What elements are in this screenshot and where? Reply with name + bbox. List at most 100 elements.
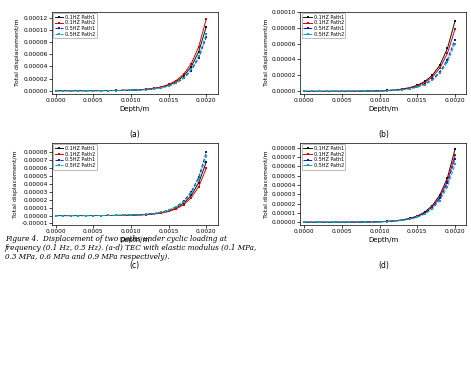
0.1HZ Path2 bbox=[151, 86, 156, 91]
0.5HZ Path1 bbox=[143, 212, 149, 217]
0.1HZ Path1 bbox=[196, 180, 202, 185]
0.5HZ Path2 bbox=[430, 207, 435, 211]
0.1HZ Path2 bbox=[407, 217, 413, 221]
0.1HZ Path1 bbox=[339, 220, 345, 225]
0.5HZ Path1 bbox=[354, 89, 360, 94]
0.1HZ Path1 bbox=[392, 88, 398, 92]
0.1HZ Path1 bbox=[414, 214, 420, 218]
0.1HZ Path2 bbox=[347, 220, 352, 225]
0.5HZ Path1 bbox=[128, 88, 134, 93]
0.1HZ Path1 bbox=[301, 220, 307, 225]
Y-axis label: Total displacement/m: Total displacement/m bbox=[264, 150, 269, 218]
0.1HZ Path1 bbox=[422, 79, 428, 84]
0.5HZ Path1 bbox=[181, 199, 187, 203]
0.1HZ Path2 bbox=[422, 80, 428, 85]
0.5HZ Path2 bbox=[354, 220, 360, 225]
0.1HZ Path2 bbox=[75, 88, 81, 93]
0.5HZ Path2 bbox=[113, 213, 119, 218]
0.5HZ Path2 bbox=[53, 88, 58, 93]
0.5HZ Path1 bbox=[362, 89, 367, 94]
0.5HZ Path1 bbox=[332, 220, 337, 225]
0.5HZ Path2 bbox=[422, 82, 428, 87]
0.1HZ Path1 bbox=[121, 88, 126, 93]
0.1HZ Path2 bbox=[430, 75, 435, 80]
0.5HZ Path1 bbox=[121, 213, 126, 218]
Text: (b): (b) bbox=[378, 130, 389, 139]
0.1HZ Path2 bbox=[324, 220, 330, 225]
0.1HZ Path2 bbox=[369, 220, 375, 224]
0.1HZ Path2 bbox=[121, 88, 126, 93]
0.5HZ Path1 bbox=[354, 220, 360, 225]
0.1HZ Path1 bbox=[203, 24, 209, 29]
0.5HZ Path1 bbox=[60, 88, 66, 93]
Legend: 0.1HZ Path1, 0.1HZ Path2, 0.5HZ Path1, 0.5HZ Path2: 0.1HZ Path1, 0.1HZ Path2, 0.5HZ Path1, 0… bbox=[302, 144, 345, 170]
0.1HZ Path2 bbox=[445, 179, 450, 184]
0.5HZ Path2 bbox=[90, 213, 96, 218]
0.5HZ Path2 bbox=[60, 88, 66, 93]
0.1HZ Path2 bbox=[362, 220, 367, 224]
0.1HZ Path2 bbox=[166, 82, 171, 87]
0.1HZ Path2 bbox=[339, 89, 345, 94]
0.5HZ Path2 bbox=[106, 88, 111, 93]
Legend: 0.1HZ Path1, 0.1HZ Path2, 0.5HZ Path1, 0.5HZ Path2: 0.1HZ Path1, 0.1HZ Path2, 0.5HZ Path1, 0… bbox=[53, 144, 97, 170]
0.1HZ Path2 bbox=[83, 88, 89, 93]
0.5HZ Path2 bbox=[369, 220, 375, 224]
0.5HZ Path2 bbox=[121, 88, 126, 93]
0.5HZ Path1 bbox=[75, 88, 81, 93]
0.1HZ Path1 bbox=[399, 218, 405, 222]
0.1HZ Path2 bbox=[369, 89, 375, 94]
0.1HZ Path2 bbox=[414, 84, 420, 88]
0.1HZ Path2 bbox=[188, 196, 194, 200]
0.5HZ Path1 bbox=[452, 37, 458, 42]
0.5HZ Path2 bbox=[309, 89, 315, 94]
Line: 0.1HZ Path2: 0.1HZ Path2 bbox=[303, 154, 456, 223]
0.5HZ Path2 bbox=[158, 210, 164, 215]
0.1HZ Path1 bbox=[301, 89, 307, 94]
0.5HZ Path1 bbox=[445, 181, 450, 186]
Text: (c): (c) bbox=[130, 261, 140, 270]
0.1HZ Path1 bbox=[158, 85, 164, 90]
0.1HZ Path1 bbox=[354, 220, 360, 224]
0.5HZ Path1 bbox=[301, 220, 307, 225]
0.1HZ Path2 bbox=[53, 213, 58, 218]
0.1HZ Path2 bbox=[68, 213, 73, 218]
0.5HZ Path2 bbox=[301, 220, 307, 225]
0.5HZ Path2 bbox=[188, 67, 194, 72]
0.5HZ Path1 bbox=[98, 88, 104, 93]
0.5HZ Path1 bbox=[158, 210, 164, 215]
0.1HZ Path1 bbox=[407, 216, 413, 221]
Y-axis label: Total displacement/m: Total displacement/m bbox=[264, 19, 269, 87]
0.5HZ Path2 bbox=[136, 88, 141, 92]
0.1HZ Path2 bbox=[354, 220, 360, 225]
0.5HZ Path2 bbox=[121, 213, 126, 218]
0.5HZ Path2 bbox=[392, 219, 398, 223]
0.1HZ Path1 bbox=[445, 175, 450, 180]
0.5HZ Path1 bbox=[392, 219, 398, 223]
0.5HZ Path2 bbox=[452, 162, 458, 167]
0.5HZ Path2 bbox=[414, 215, 420, 220]
Text: (a): (a) bbox=[130, 130, 140, 139]
0.5HZ Path2 bbox=[339, 89, 345, 94]
0.5HZ Path1 bbox=[339, 220, 345, 225]
Line: 0.5HZ Path1: 0.5HZ Path1 bbox=[303, 158, 456, 223]
0.1HZ Path2 bbox=[430, 204, 435, 209]
0.5HZ Path1 bbox=[437, 69, 443, 74]
0.5HZ Path2 bbox=[128, 213, 134, 217]
0.1HZ Path1 bbox=[188, 64, 194, 69]
0.5HZ Path2 bbox=[75, 88, 81, 93]
0.1HZ Path1 bbox=[452, 147, 458, 152]
0.5HZ Path1 bbox=[106, 213, 111, 218]
0.5HZ Path1 bbox=[143, 87, 149, 92]
0.5HZ Path1 bbox=[422, 82, 428, 87]
0.1HZ Path2 bbox=[317, 220, 322, 225]
0.1HZ Path2 bbox=[181, 72, 187, 76]
0.5HZ Path1 bbox=[430, 205, 435, 210]
0.5HZ Path1 bbox=[384, 88, 390, 93]
0.5HZ Path2 bbox=[90, 88, 96, 93]
0.5HZ Path1 bbox=[347, 220, 352, 225]
0.5HZ Path1 bbox=[68, 213, 73, 218]
0.1HZ Path1 bbox=[430, 203, 435, 208]
0.1HZ Path2 bbox=[106, 88, 111, 93]
0.5HZ Path1 bbox=[173, 81, 179, 85]
0.1HZ Path2 bbox=[399, 218, 405, 222]
